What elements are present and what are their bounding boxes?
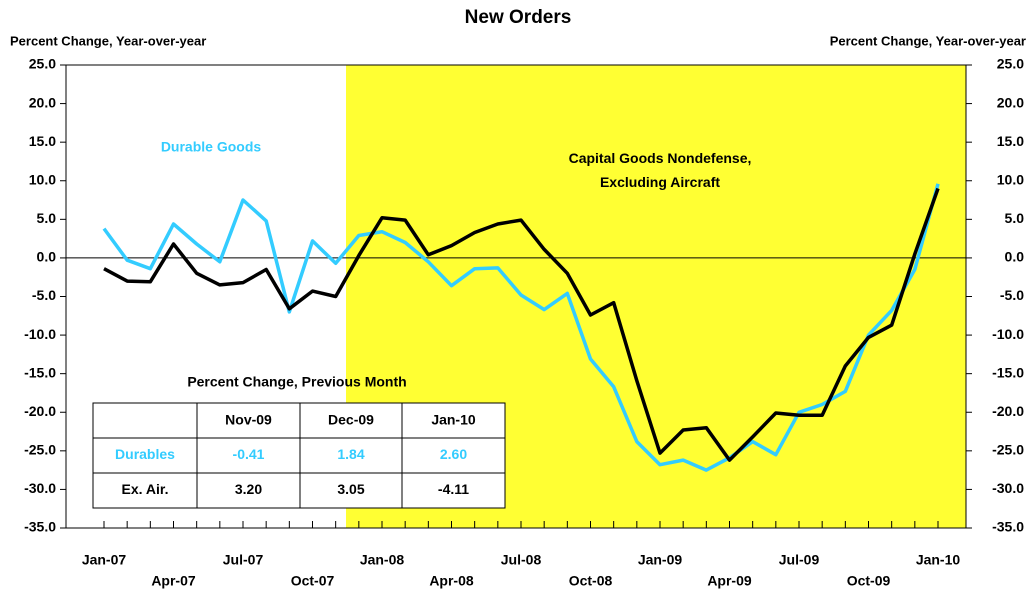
y-tick-label: 10.0 xyxy=(29,171,56,187)
y-tick-label: -25.0 xyxy=(24,442,56,458)
series-line xyxy=(102,183,940,472)
y2-tick-label: -35.0 xyxy=(992,519,1024,535)
table-header: Nov-09 xyxy=(225,412,272,428)
y2-tick-label: 15.0 xyxy=(997,133,1024,149)
y2-axis-label: Percent Change, Year-over-year xyxy=(830,33,1026,48)
series-label: Durable Goods xyxy=(161,139,262,155)
x-tick-label: Jan-07 xyxy=(82,552,127,568)
y-tick-label: -15.0 xyxy=(24,364,56,380)
table-cell: 1.84 xyxy=(337,446,364,462)
y-tick-label: 20.0 xyxy=(29,94,56,110)
y2-tick-label: -5.0 xyxy=(1000,287,1024,303)
y2-tick-label: 10.0 xyxy=(997,171,1024,187)
table-cell: 3.05 xyxy=(337,481,364,497)
y-tick-label: 5.0 xyxy=(37,210,57,226)
table-row-label: Ex. Air. xyxy=(122,481,169,497)
table-cell: 2.60 xyxy=(440,446,467,462)
x-tick-label: Oct-08 xyxy=(569,573,613,589)
y2-tick-label: 25.0 xyxy=(997,56,1024,72)
table-header: Jan-10 xyxy=(431,412,476,428)
y-axis-label: Percent Change, Year-over-year xyxy=(10,33,206,48)
x-tick-label: Jul-09 xyxy=(779,552,820,568)
y-tick-label: -35.0 xyxy=(24,519,56,535)
y2-tick-label: -30.0 xyxy=(992,480,1024,496)
y2-tick-label: 20.0 xyxy=(997,94,1024,110)
y2-tick-label: -10.0 xyxy=(992,326,1024,342)
table-bg xyxy=(92,402,506,509)
y-tick-label: -20.0 xyxy=(24,403,56,419)
x-tick-label: Oct-07 xyxy=(291,573,335,589)
x-tick-label: Jul-07 xyxy=(223,552,264,568)
x-tick-label: Apr-08 xyxy=(429,573,474,589)
x-tick-label: Apr-09 xyxy=(707,573,752,589)
y-tick-label: 0.0 xyxy=(37,249,57,265)
y2-tick-label: 5.0 xyxy=(1005,210,1025,226)
y2-tick-label: -20.0 xyxy=(992,403,1024,419)
y-tick-label: 25.0 xyxy=(29,56,56,72)
x-tick-label: Jul-08 xyxy=(501,552,542,568)
x-tick-label: Oct-09 xyxy=(847,573,891,589)
table-row-label: Durables xyxy=(115,446,175,462)
series-line xyxy=(103,187,940,462)
table-cell: 3.20 xyxy=(235,481,262,497)
series-label: Capital Goods Nondefense, Excluding Airc… xyxy=(568,150,752,190)
y-tick-label: -30.0 xyxy=(24,480,56,496)
x-tick-label: Jan-08 xyxy=(360,552,405,568)
y2-tick-label: -25.0 xyxy=(992,442,1024,458)
x-tick-label: Apr-07 xyxy=(151,573,196,589)
y2-tick-label: -15.0 xyxy=(992,364,1024,380)
table-title: Percent Change, Previous Month xyxy=(187,374,406,390)
y-tick-label: -5.0 xyxy=(32,287,56,303)
y2-tick-label: 0.0 xyxy=(1005,249,1025,265)
table-cell: -4.11 xyxy=(438,481,469,497)
chart-title: New Orders xyxy=(465,7,572,28)
y-tick-label: 15.0 xyxy=(29,133,56,149)
x-tick-label: Jan-09 xyxy=(638,552,683,568)
y-tick-label: -10.0 xyxy=(24,326,56,342)
table-cell: -0.41 xyxy=(233,446,265,462)
x-tick-label: Jan-10 xyxy=(916,552,961,568)
table-header: Dec-09 xyxy=(328,412,374,428)
